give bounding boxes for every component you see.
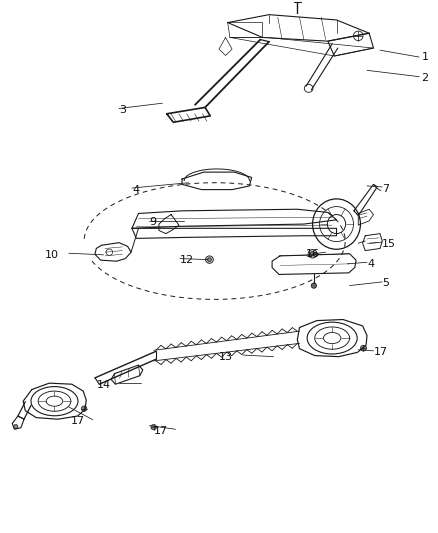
Ellipse shape bbox=[31, 386, 78, 416]
Ellipse shape bbox=[46, 396, 63, 406]
Ellipse shape bbox=[205, 256, 213, 263]
Ellipse shape bbox=[106, 249, 113, 255]
Text: 17: 17 bbox=[71, 416, 85, 426]
Ellipse shape bbox=[81, 406, 87, 411]
Text: 13: 13 bbox=[219, 352, 233, 361]
Text: 9: 9 bbox=[149, 217, 156, 228]
Text: 4: 4 bbox=[367, 259, 374, 269]
Ellipse shape bbox=[307, 322, 357, 354]
Text: 12: 12 bbox=[180, 255, 194, 265]
Text: 7: 7 bbox=[382, 183, 389, 193]
Ellipse shape bbox=[308, 249, 317, 258]
Text: 4: 4 bbox=[132, 184, 139, 195]
Ellipse shape bbox=[14, 424, 18, 429]
Text: 17: 17 bbox=[374, 348, 388, 358]
Text: 1: 1 bbox=[421, 52, 428, 62]
Text: 17: 17 bbox=[154, 426, 168, 436]
Ellipse shape bbox=[151, 424, 156, 430]
Ellipse shape bbox=[311, 283, 317, 288]
Text: 5: 5 bbox=[382, 278, 389, 288]
Ellipse shape bbox=[208, 258, 212, 262]
Text: 10: 10 bbox=[45, 250, 59, 260]
Ellipse shape bbox=[315, 327, 350, 349]
Ellipse shape bbox=[38, 391, 71, 411]
Ellipse shape bbox=[360, 345, 367, 351]
Ellipse shape bbox=[323, 333, 341, 344]
Text: 15: 15 bbox=[382, 239, 396, 249]
Ellipse shape bbox=[327, 215, 346, 233]
Ellipse shape bbox=[311, 252, 315, 256]
Ellipse shape bbox=[320, 207, 353, 241]
Ellipse shape bbox=[304, 84, 313, 92]
Ellipse shape bbox=[313, 199, 360, 249]
Text: 2: 2 bbox=[421, 73, 428, 83]
Text: 14: 14 bbox=[97, 379, 111, 390]
Text: 16: 16 bbox=[306, 249, 320, 259]
Text: 3: 3 bbox=[119, 105, 126, 115]
